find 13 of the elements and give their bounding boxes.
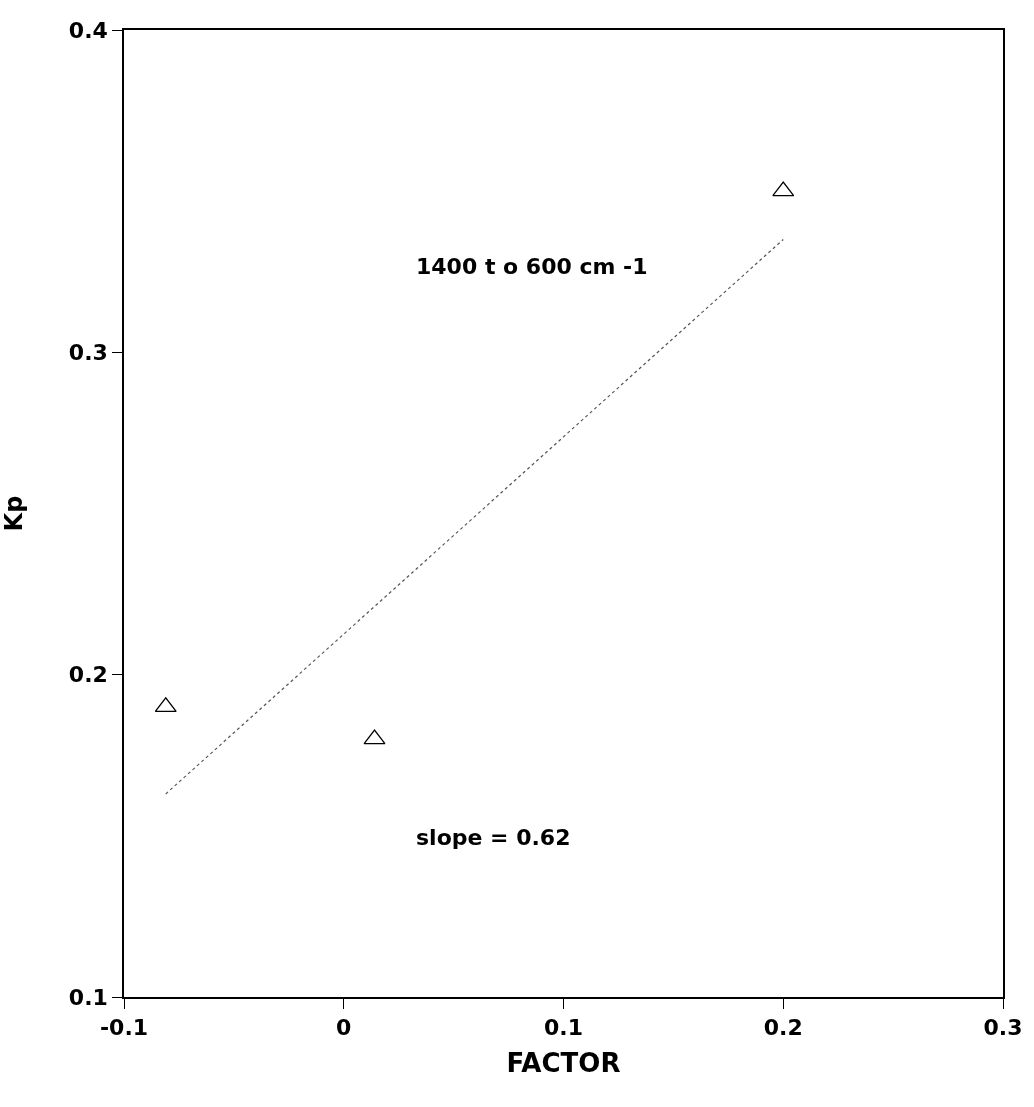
y-axis-title: Kp: [0, 495, 28, 532]
y-tick-label: 0.3: [68, 340, 108, 366]
x-axis-title: FACTOR: [506, 1048, 621, 1079]
annotation: slope = 0.62: [416, 825, 571, 850]
y-tick-label: 0.2: [68, 662, 108, 688]
x-tick-label: 0.1: [544, 1015, 583, 1041]
y-tick-label: 0.4: [68, 17, 108, 43]
y-tick-label: 0.1: [68, 984, 108, 1010]
x-tick-label: 0.2: [763, 1015, 803, 1041]
annotation: 1400 t o 600 cm -1: [416, 254, 648, 279]
x-tick-label: -0.1: [99, 1015, 149, 1041]
x-tick-label: 0: [336, 1015, 352, 1041]
x-tick-label: 0.3: [983, 1015, 1023, 1041]
